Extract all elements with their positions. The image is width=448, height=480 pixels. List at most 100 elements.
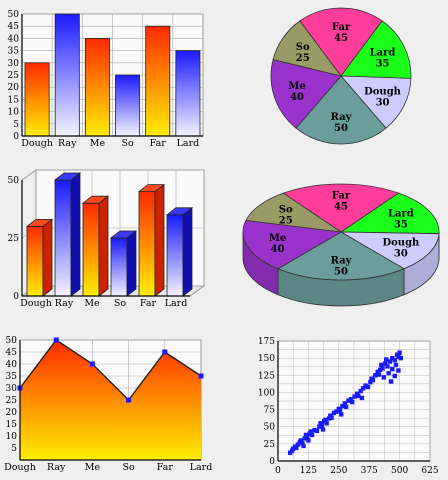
scatter-point [337, 408, 343, 413]
scatter-point [390, 366, 395, 372]
scatter-point [359, 395, 365, 401]
scatter-point [301, 443, 306, 449]
slice-value: 25 [279, 216, 293, 227]
y-tick-label: 175 [258, 337, 275, 347]
area-fill [20, 340, 201, 460]
x-tick-label: Far [140, 298, 157, 309]
area-line [19, 339, 202, 402]
scatter-point [392, 373, 397, 379]
scatter-point [298, 438, 304, 443]
scatter-point [382, 361, 388, 366]
x-tick-label: So [121, 138, 134, 149]
data-point [162, 349, 168, 355]
scatter-point [390, 355, 395, 361]
scatter-point [342, 401, 348, 406]
scatter-point [381, 375, 386, 380]
bar-front [82, 202, 100, 297]
scatter-point [370, 377, 376, 383]
y-tick-label: 50 [8, 176, 20, 186]
bar-side [126, 230, 137, 297]
pie-slice [295, 75, 387, 145]
y-tick-label: 25 [8, 234, 20, 244]
x-tick-label: Ray [55, 298, 74, 309]
scatter-point [346, 398, 351, 403]
y-tick-label: 50 [264, 423, 276, 433]
slice-value: 30 [394, 248, 408, 259]
bar-top [137, 184, 166, 193]
scatter-point [323, 417, 328, 423]
scatter-point [384, 357, 389, 362]
data-point [89, 361, 95, 367]
scatter-point [352, 394, 357, 399]
slice-label: Dough [382, 237, 420, 248]
x-tick-label: 375 [361, 466, 378, 476]
scatter-point [356, 393, 361, 399]
bar-front [138, 191, 156, 297]
y-tick-label: 30 [8, 59, 20, 69]
scatter-point [312, 427, 317, 433]
bar-front [166, 214, 184, 297]
scatter-point [387, 359, 393, 364]
y-tick-label: 5 [13, 120, 19, 130]
gridline [21, 169, 37, 181]
scatter-point [388, 379, 394, 384]
y-tick-label: 50 [6, 336, 18, 346]
scatter-point [375, 369, 380, 375]
scatter-chart: 0 25 50 75 100 125 150 175 0 125 250 375 500 625 [258, 337, 439, 476]
x-tick-label: Dough [4, 462, 36, 473]
slice-value: 35 [394, 220, 408, 231]
scatter-point [348, 397, 354, 402]
y-tick-label: 40 [8, 34, 20, 44]
pie-slice [277, 231, 405, 281]
bar-side [70, 172, 81, 297]
scatter-point [396, 354, 401, 359]
slice-value: 50 [334, 267, 348, 278]
y-tick-label: 50 [8, 10, 20, 20]
scatter-point [331, 410, 337, 416]
slice-label: So [296, 42, 310, 53]
y-tick-label: 45 [8, 22, 20, 32]
y-tick-label: 35 [8, 47, 20, 57]
y-tick-label: 45 [6, 348, 18, 358]
scatter-point [304, 434, 310, 440]
scatter-point [396, 368, 401, 373]
slice-value: 40 [271, 244, 285, 255]
pie-slice [245, 192, 342, 233]
slice-label: Lard [388, 209, 414, 220]
bar-side [154, 183, 165, 297]
slice-label: Ray [331, 112, 353, 123]
scatter-point [309, 432, 315, 438]
scatter-point [392, 358, 397, 363]
x-tick-label: 500 [391, 466, 408, 476]
bar-top [165, 207, 194, 216]
data-point [126, 397, 132, 403]
x-tick-label: Me [85, 462, 101, 473]
pie-slice [272, 20, 342, 77]
scatter-point [317, 424, 322, 429]
slice-value: 45 [334, 201, 348, 212]
x-tick-label: So [122, 462, 135, 473]
pie-slice [270, 59, 342, 129]
x-tick-label: Lard [177, 138, 200, 149]
scatter-point [397, 350, 402, 355]
slice-value: 25 [296, 53, 310, 64]
x-tick-label: So [114, 298, 127, 309]
x-tick-label: Me [84, 298, 100, 309]
scatter-point [368, 379, 373, 385]
pie-slice [242, 219, 343, 270]
bar-top [109, 230, 138, 239]
scatter-point [349, 399, 355, 405]
y-tick-label: 20 [6, 408, 18, 418]
pie-slice [299, 7, 383, 77]
scatter-point [393, 362, 399, 368]
scatter-point [295, 442, 301, 447]
bar [54, 13, 80, 137]
slice-value: 40 [290, 92, 304, 103]
bar-chart-2d: 0 5 10 15 20 25 30 35 40 45 50 Dough Ray Me So Far Lard [8, 10, 204, 149]
bar [145, 25, 171, 137]
slice-label: Me [288, 81, 305, 92]
y-tick-label: 15 [6, 420, 18, 430]
